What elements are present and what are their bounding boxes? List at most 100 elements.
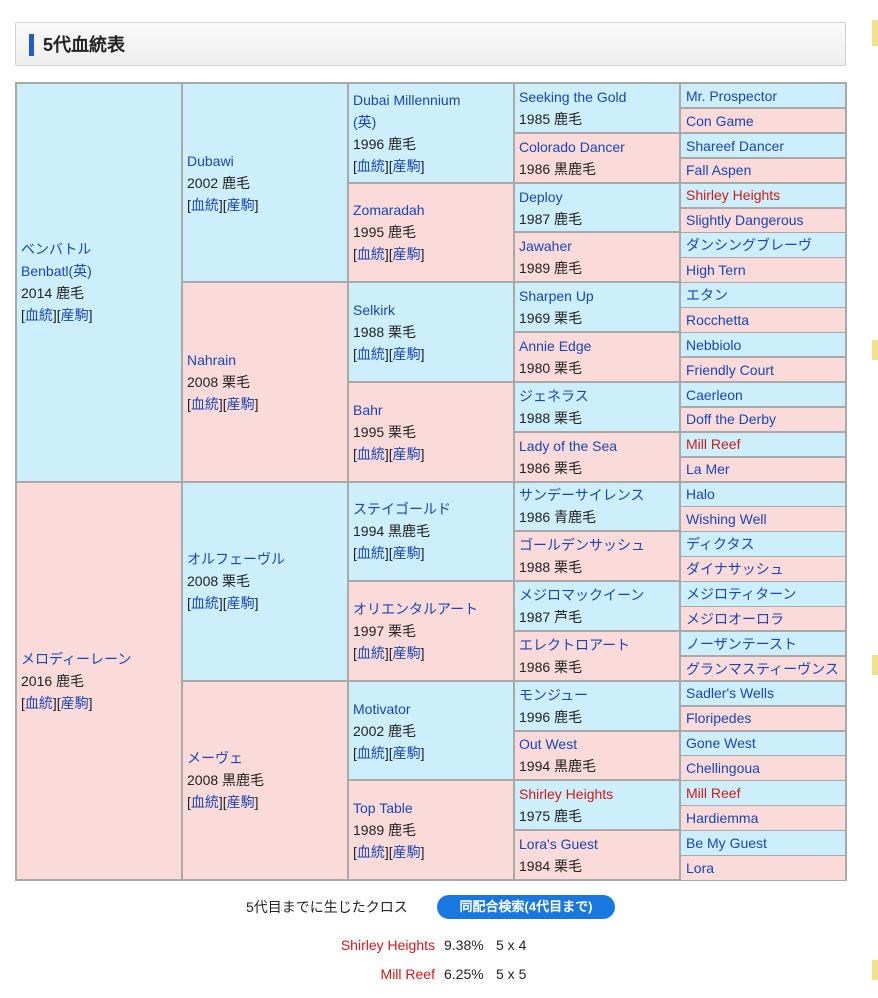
horse-name-link[interactable]: Colorado Dancer	[519, 138, 625, 155]
horse-name-link[interactable]: エレクトロアート	[519, 636, 631, 653]
horse-name-link[interactable]: Gone West	[686, 735, 756, 752]
horse-name-link[interactable]: Zomaradah	[353, 202, 425, 219]
bracket: [	[187, 395, 191, 412]
horse-name-link[interactable]: ダイナサッシュ	[686, 560, 784, 577]
horse-name-link[interactable]: ディクタス	[686, 536, 755, 553]
progeny-link[interactable]: 産駒	[226, 196, 255, 213]
horse-origin-link[interactable]: (英)	[353, 113, 377, 130]
horse-name-link[interactable]: High Tern	[686, 262, 746, 279]
pedigree-link[interactable]: 血統	[356, 346, 385, 363]
progeny-link[interactable]: 産駒	[392, 744, 421, 761]
pedigree-cell: Chellingoua	[680, 755, 846, 781]
pedigree-link[interactable]: 血統	[356, 157, 385, 174]
horse-name-link[interactable]: La Mer	[686, 461, 730, 478]
pedigree-link[interactable]: 血統	[190, 196, 219, 213]
progeny-link[interactable]: 産駒	[392, 545, 421, 562]
horse-name-link[interactable]: サンデーサイレンス	[519, 487, 645, 504]
pedigree-link[interactable]: 血統	[356, 744, 385, 761]
horse-name-link[interactable]: ダンシングブレーヴ	[686, 237, 812, 254]
pedigree-link[interactable]: 血統	[24, 307, 53, 324]
horse-name-link[interactable]: Top Table	[353, 800, 413, 817]
horse-name-link[interactable]: Nahrain	[187, 351, 237, 368]
horse-name-link[interactable]: Lora	[686, 859, 715, 876]
horse-name-link[interactable]: Chellingoua	[686, 760, 760, 777]
horse-name-link[interactable]: オルフェーヴル	[187, 551, 285, 568]
same-mating-search-button[interactable]: 同配合検索(4代目まで)	[437, 895, 615, 919]
horse-name-link[interactable]: Halo	[686, 486, 715, 503]
horse-name-link[interactable]: メジロティターン	[686, 585, 797, 602]
pedigree-link[interactable]: 血統	[190, 794, 219, 811]
horse-name-link[interactable]: Wishing Well	[686, 511, 767, 528]
progeny-link[interactable]: 産駒	[392, 157, 421, 174]
pedigree-link[interactable]: 血統	[356, 246, 385, 263]
horse-name-link[interactable]: Annie Edge	[519, 337, 592, 354]
horse-name-link[interactable]: Dubai Millennium	[353, 91, 461, 108]
pedigree-link[interactable]: 血統	[24, 694, 53, 711]
horse-name-link[interactable]: Motivator	[353, 700, 411, 717]
horse-name-link[interactable]: Hardiemma	[686, 809, 759, 826]
horse-name-link[interactable]: エタン	[686, 286, 728, 303]
pedigree-link[interactable]: 血統	[190, 595, 219, 612]
horse-name-link[interactable]: Shirley Heights	[686, 187, 781, 204]
progeny-link[interactable]: 産駒	[60, 694, 89, 711]
horse-origin-link[interactable]: Benbatl(英)	[21, 263, 92, 280]
horse-name-link[interactable]: Mill Reef	[686, 436, 741, 453]
horse-name-link[interactable]: Doff the Derby	[686, 411, 777, 428]
horse-name-link[interactable]: オリエンタルアート	[353, 600, 479, 617]
horse-name-link[interactable]: Friendly Court	[686, 361, 774, 378]
horse-name-link[interactable]: Nebbiolo	[686, 336, 742, 353]
progeny-link[interactable]: 産駒	[226, 395, 255, 412]
horse-name-link[interactable]: Sadler's Wells	[686, 685, 774, 702]
horse-name-link[interactable]: Selkirk	[353, 302, 396, 319]
progeny-link[interactable]: 産駒	[392, 644, 421, 661]
horse-name-link[interactable]: Rocchetta	[686, 311, 750, 328]
progeny-link[interactable]: 産駒	[392, 346, 421, 363]
cross-horse-link[interactable]: Shirley Heights	[340, 937, 435, 953]
horse-name-link[interactable]: ノーザンテースト	[686, 635, 798, 652]
horse-name-link[interactable]: Bahr	[353, 401, 383, 418]
horse-name-link[interactable]: Be My Guest	[686, 834, 767, 851]
horse-name-link[interactable]: Shareef Dancer	[686, 137, 785, 154]
horse-name-link[interactable]: Out West	[519, 736, 578, 753]
progeny-link[interactable]: 産駒	[392, 246, 421, 263]
horse-name-link[interactable]: メジロマックイーン	[519, 587, 645, 604]
progeny-link[interactable]: 産駒	[392, 844, 421, 861]
horse-name-link[interactable]: グランマスティーヴンス	[686, 660, 839, 677]
horse-name-link[interactable]: Sharpen Up	[519, 288, 594, 305]
horse-name-link[interactable]: ジェネラス	[519, 387, 589, 404]
horse-name-link[interactable]: メジロオーロラ	[686, 610, 784, 627]
progeny-link[interactable]: 産駒	[60, 307, 89, 324]
cross-horse-link[interactable]: Mill Reef	[380, 966, 435, 982]
horse-name-link[interactable]: Fall Aspen	[686, 162, 752, 179]
horse-name-link[interactable]: メーヴェ	[187, 750, 243, 767]
horse-name-link[interactable]: Deploy	[519, 188, 563, 205]
pedigree-link[interactable]: 血統	[356, 644, 385, 661]
pedigree-cell: メジロマックイーン 1987 芦毛	[514, 581, 680, 631]
horse-name-link[interactable]: Lady of the Sea	[519, 437, 618, 454]
horse-birth-info: 1995 栗毛	[353, 423, 417, 440]
horse-name-link[interactable]: ベンバトル	[21, 241, 92, 258]
pedigree-link[interactable]: 血統	[190, 395, 219, 412]
progeny-link[interactable]: 産駒	[226, 794, 255, 811]
progeny-link[interactable]: 産駒	[392, 445, 421, 462]
progeny-link[interactable]: 産駒	[226, 595, 255, 612]
horse-name-link[interactable]: Slightly Dangerous	[686, 212, 804, 229]
horse-name-link[interactable]: Lora's Guest	[519, 836, 598, 853]
horse-name-link[interactable]: ゴールデンサッシュ	[519, 537, 645, 554]
horse-name-link[interactable]: Caerleon	[686, 386, 743, 403]
pedigree-link[interactable]: 血統	[356, 445, 385, 462]
horse-name-link[interactable]: ステイゴールド	[353, 501, 451, 518]
horse-name-link[interactable]: Shirley Heights	[519, 786, 614, 803]
pedigree-link[interactable]: 血統	[356, 545, 385, 562]
horse-name-link[interactable]: Dubawi	[187, 152, 234, 169]
pedigree-link[interactable]: 血統	[356, 844, 385, 861]
horse-name-link[interactable]: Mr. Prospector	[686, 87, 778, 104]
horse-name-link[interactable]: Floripedes	[686, 710, 752, 727]
horse-name-link[interactable]: Mill Reef	[686, 785, 741, 802]
horse-name-link[interactable]: Jawaher	[519, 238, 572, 255]
horse-name-link[interactable]: Con Game	[686, 112, 754, 129]
horse-name-link[interactable]: メロディーレーン	[21, 650, 132, 667]
horse-name-link[interactable]: Seeking the Gold	[519, 88, 627, 105]
horse-links: [血統][産駒]	[353, 642, 509, 664]
horse-name-link[interactable]: モンジュー	[519, 686, 589, 703]
